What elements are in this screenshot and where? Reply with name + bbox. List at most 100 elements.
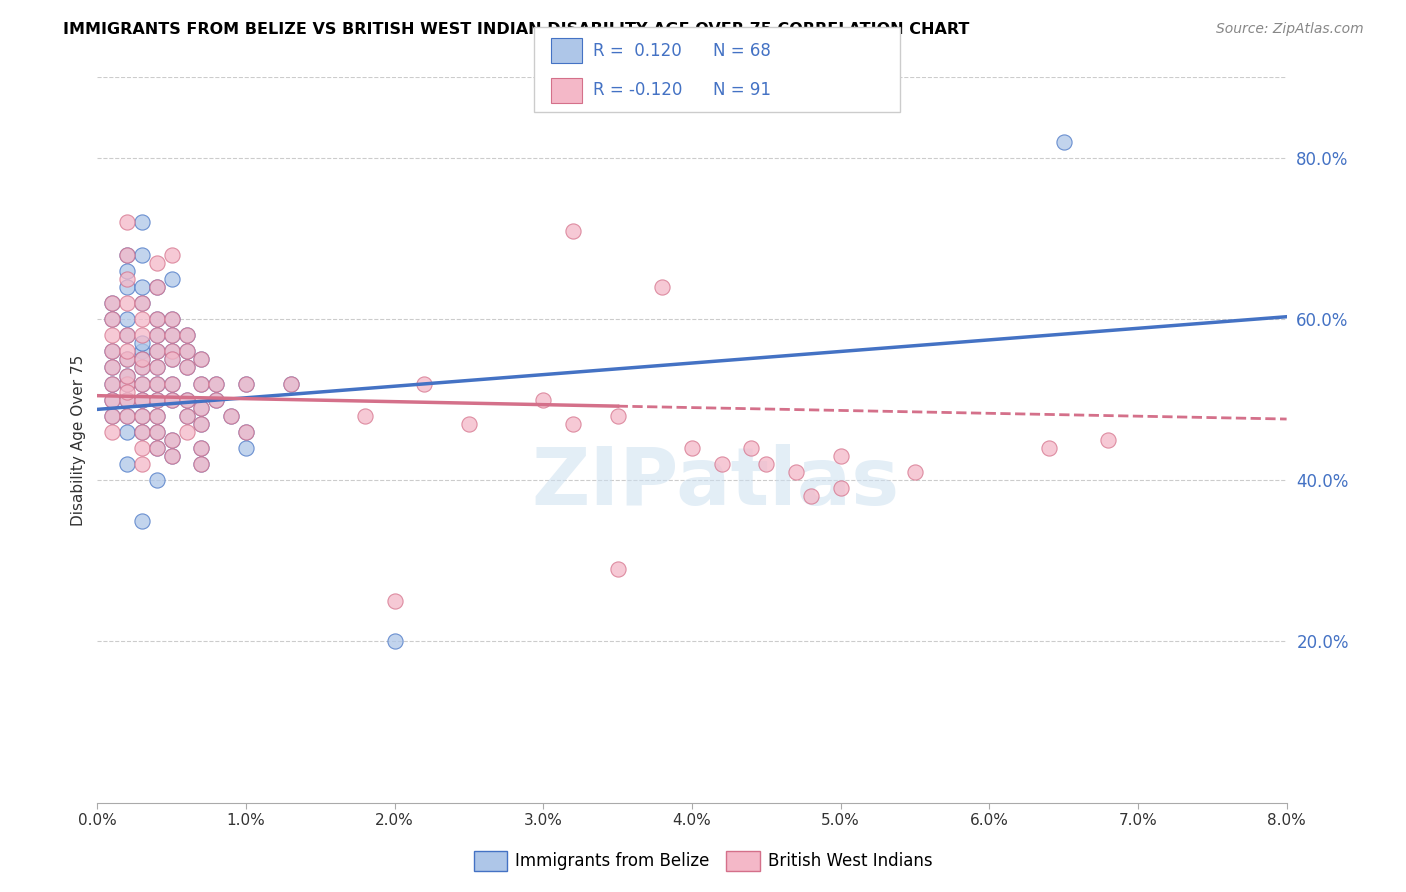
- Text: N = 68: N = 68: [713, 42, 770, 60]
- Point: [115, 328, 138, 343]
- Point: [160, 433, 183, 447]
- Point: [115, 312, 138, 326]
- Point: [160, 392, 183, 407]
- Point: [904, 465, 927, 479]
- Point: [710, 457, 733, 471]
- Point: [131, 336, 153, 351]
- Point: [115, 296, 138, 310]
- Point: [458, 417, 481, 431]
- Point: [280, 376, 302, 391]
- Point: [681, 441, 703, 455]
- Point: [131, 352, 153, 367]
- Point: [176, 392, 198, 407]
- Point: [160, 312, 183, 326]
- Text: IMMIGRANTS FROM BELIZE VS BRITISH WEST INDIAN DISABILITY AGE OVER 75 CORRELATION: IMMIGRANTS FROM BELIZE VS BRITISH WEST I…: [63, 22, 970, 37]
- Point: [146, 376, 169, 391]
- Point: [131, 376, 153, 391]
- Point: [190, 401, 212, 415]
- Point: [115, 376, 138, 391]
- Point: [146, 441, 169, 455]
- Point: [190, 352, 212, 367]
- Point: [115, 392, 138, 407]
- Point: [830, 481, 852, 495]
- Legend: Immigrants from Belize, British West Indians: Immigrants from Belize, British West Ind…: [465, 842, 941, 880]
- Point: [146, 312, 169, 326]
- Text: R = -0.120: R = -0.120: [593, 81, 683, 99]
- Point: [146, 392, 169, 407]
- Point: [146, 360, 169, 375]
- Point: [146, 360, 169, 375]
- Point: [160, 328, 183, 343]
- Point: [131, 409, 153, 423]
- Point: [384, 634, 406, 648]
- Point: [131, 280, 153, 294]
- Point: [205, 392, 228, 407]
- Point: [131, 392, 153, 407]
- Point: [176, 344, 198, 359]
- Point: [160, 376, 183, 391]
- Point: [101, 425, 124, 439]
- Point: [131, 296, 153, 310]
- Point: [280, 376, 302, 391]
- Point: [115, 352, 138, 367]
- Point: [115, 272, 138, 286]
- Point: [101, 376, 124, 391]
- Point: [101, 312, 124, 326]
- Point: [115, 264, 138, 278]
- Point: [131, 215, 153, 229]
- Point: [115, 344, 138, 359]
- Point: [160, 272, 183, 286]
- Y-axis label: Disability Age Over 75: Disability Age Over 75: [72, 354, 86, 525]
- Point: [101, 376, 124, 391]
- Point: [146, 441, 169, 455]
- Point: [146, 280, 169, 294]
- Point: [131, 248, 153, 262]
- Text: Source: ZipAtlas.com: Source: ZipAtlas.com: [1216, 22, 1364, 37]
- Point: [785, 465, 807, 479]
- Point: [1097, 433, 1119, 447]
- Point: [160, 352, 183, 367]
- Point: [131, 312, 153, 326]
- Point: [176, 409, 198, 423]
- Point: [115, 368, 138, 383]
- Point: [146, 425, 169, 439]
- Point: [101, 392, 124, 407]
- Point: [115, 328, 138, 343]
- Point: [131, 425, 153, 439]
- Point: [190, 417, 212, 431]
- Point: [235, 425, 257, 439]
- Point: [176, 328, 198, 343]
- Point: [562, 223, 585, 237]
- Point: [160, 376, 183, 391]
- Point: [160, 344, 183, 359]
- Point: [131, 392, 153, 407]
- Point: [101, 344, 124, 359]
- Point: [101, 409, 124, 423]
- Point: [115, 280, 138, 294]
- Point: [755, 457, 778, 471]
- Point: [176, 344, 198, 359]
- Point: [146, 312, 169, 326]
- Point: [800, 489, 823, 503]
- Point: [115, 384, 138, 399]
- Point: [830, 449, 852, 463]
- Point: [101, 328, 124, 343]
- Point: [562, 417, 585, 431]
- Point: [131, 514, 153, 528]
- Point: [190, 352, 212, 367]
- Point: [101, 360, 124, 375]
- Point: [235, 376, 257, 391]
- Point: [131, 425, 153, 439]
- Point: [115, 409, 138, 423]
- Point: [131, 328, 153, 343]
- Point: [190, 376, 212, 391]
- Point: [146, 344, 169, 359]
- Point: [146, 344, 169, 359]
- Point: [115, 368, 138, 383]
- Point: [176, 360, 198, 375]
- Point: [131, 457, 153, 471]
- Point: [115, 457, 138, 471]
- Point: [101, 409, 124, 423]
- Point: [235, 425, 257, 439]
- Point: [146, 256, 169, 270]
